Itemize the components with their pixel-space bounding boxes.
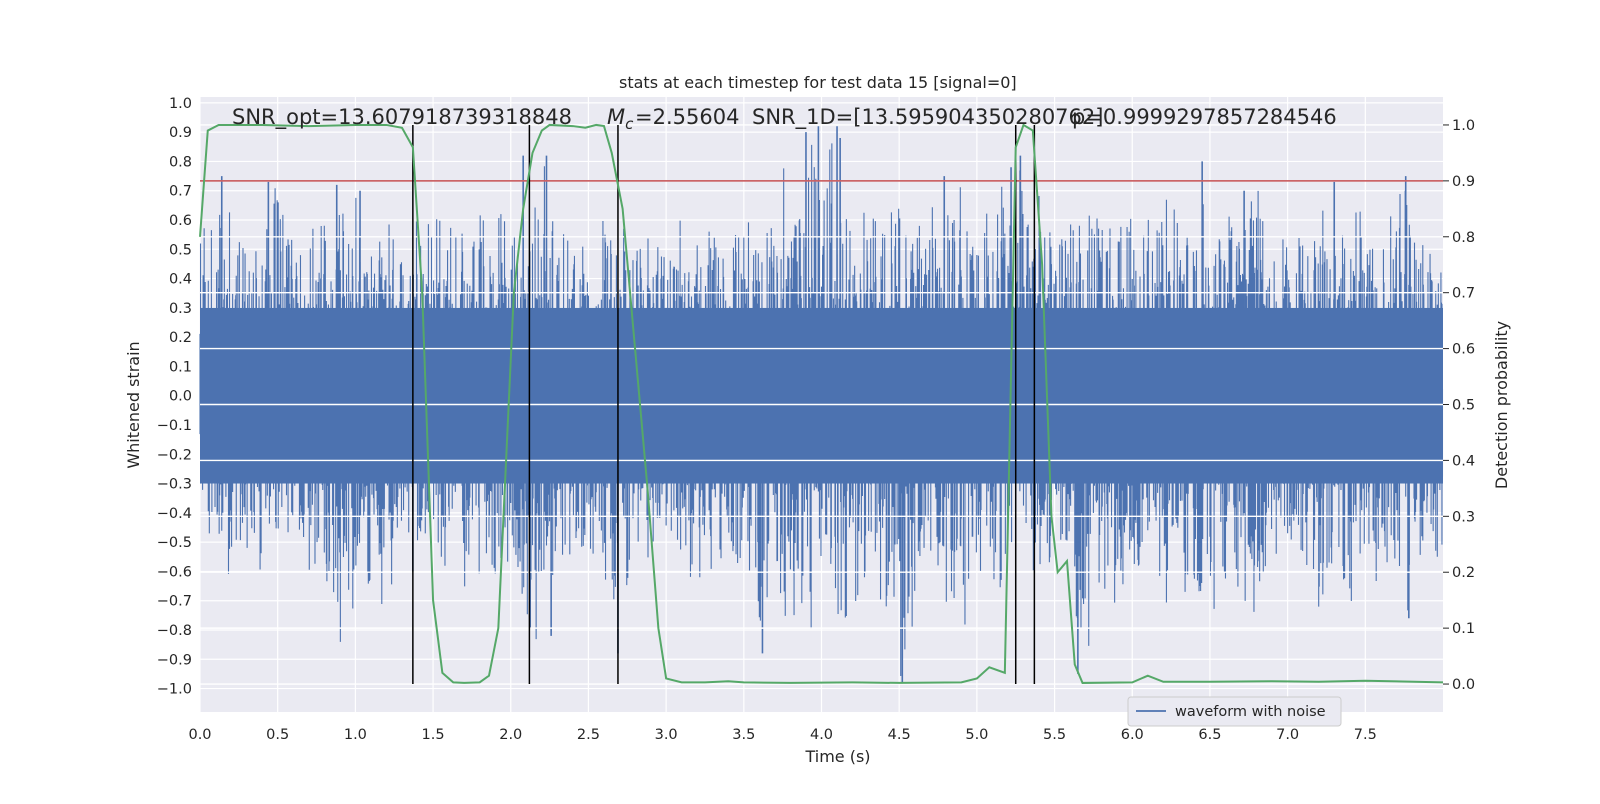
y-axis-label-left: Whitened strain [124,341,143,468]
y-tick-label-left: 0.0 [169,389,192,405]
y-tick-label-right: 1.0 [1452,118,1475,134]
y-tick-label-left: 0.6 [169,213,192,229]
y-tick-label-left: −0.6 [157,564,192,580]
y-tick-label-left: −0.9 [157,652,192,668]
y-tick-label-left: −0.7 [157,594,192,610]
y-tick-label-left: −0.5 [157,535,192,551]
legend-label: waveform with noise [1175,704,1326,720]
y-tick-label-left: 0.1 [169,359,192,375]
y-tick-label-right: 0.9 [1452,174,1475,190]
x-tick-label: 0.0 [188,727,211,743]
annotations: SNR_opt=13.607918739318848 Mc =2.55604 S… [232,105,1337,133]
legend: waveform with noise [1127,696,1342,727]
annotation-snr-1d: SNR_1D=[13.595904350280762] [752,105,1103,130]
x-tick-label: 7.0 [1276,727,1299,743]
legend-frame [1127,696,1342,727]
x-axis-label: Time (s) [804,747,870,766]
detection-probability-line [199,123,1444,684]
annotation-snr-opt: SNR_opt=13.607918739318848 [232,105,572,130]
x-tick-label: 5.5 [1043,727,1066,743]
detection-boundary-lines [412,124,1036,685]
y-tick-label-left: 0.3 [169,301,192,317]
y-tick-label-right: 0.6 [1452,342,1475,358]
y-tick-label-left: −1.0 [157,682,192,698]
x-tick-label: 1.0 [344,727,367,743]
y-axis-label-right: Detection probability [1492,321,1511,489]
annotation-p-value: p=0.9999297857284546 [1072,105,1337,129]
x-tick-label: 1.5 [422,727,445,743]
y-tick-label-left: −0.2 [157,447,192,463]
x-tick-label: 6.5 [1198,727,1221,743]
x-tick-label: 2.5 [577,727,600,743]
x-tick-label: 3.0 [655,727,678,743]
x-tick-label: 0.5 [266,727,289,743]
x-tick-label: 5.0 [965,727,988,743]
y-tick-label-left: 0.4 [169,272,192,288]
y-tick-label-right: 0.7 [1452,286,1475,302]
strain-series-waveform-with-noise [199,126,1444,683]
y-tick-label-right: 0.0 [1452,677,1475,693]
y-tick-label-right: 0.4 [1452,453,1475,469]
x-tick-label: 4.5 [888,727,911,743]
y-tick-label-right: 0.5 [1452,398,1475,414]
y-tick-label-left: −0.8 [157,623,192,639]
y-tick-label-left: −0.1 [157,418,192,434]
chart-title: stats at each timestep for test data 15 … [619,73,1017,92]
x-tick-label: 3.5 [732,727,755,743]
y-tick-label-right: 0.1 [1452,621,1475,637]
annotation-mc-value: =2.55604 [635,105,739,129]
x-tick-label: 7.5 [1354,727,1377,743]
strain-core-band [200,307,1443,484]
y-tick-label-right: 0.3 [1452,509,1475,525]
y-tick-label-left: 0.7 [169,184,192,200]
y-tick-label-right: 0.2 [1452,565,1475,581]
x-tick-label: 6.0 [1121,727,1144,743]
y-tick-label-right: 0.8 [1452,230,1475,246]
tick-labels: 0.0 0.5 1.0 1.5 2.0 2.5 3.0 3.5 4.0 4.5 5.0 5.5 6.0 6… [157,96,1475,743]
y-tick-label-left: 0.9 [169,125,192,141]
detection-probability-series [199,123,1444,684]
y-tick-label-left: 1.0 [169,96,192,112]
y-tick-label-left: 0.5 [169,242,192,258]
y-tick-label-left: 0.2 [169,330,192,346]
y-tick-label-left: −0.3 [157,477,192,493]
y-tick-label-left: −0.4 [157,506,192,522]
x-tick-label: 2.0 [499,727,522,743]
y-tick-label-left: 0.8 [169,154,192,170]
x-tick-label: 4.0 [810,727,833,743]
